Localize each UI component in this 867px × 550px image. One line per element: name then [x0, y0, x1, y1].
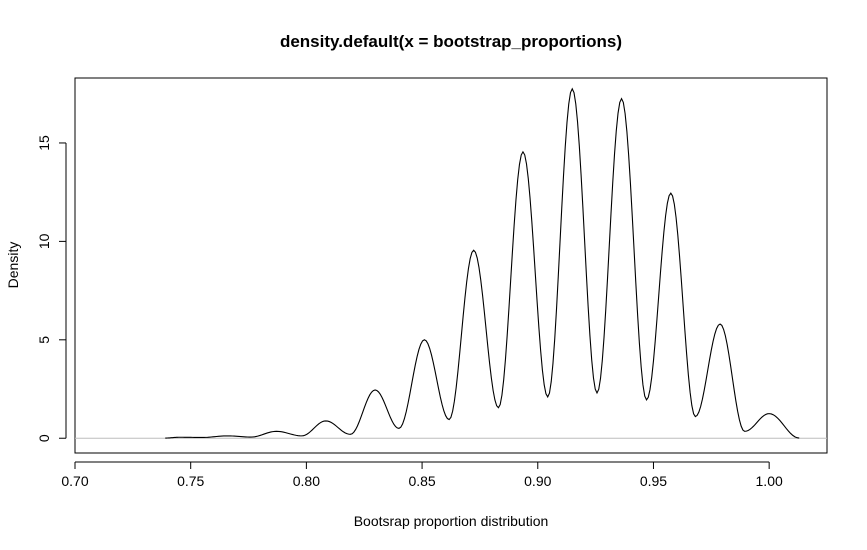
x-tick-label: 0.95 — [640, 473, 667, 489]
x-tick-label: 0.70 — [61, 473, 88, 489]
x-tick-label: 0.80 — [293, 473, 320, 489]
y-tick-label: 5 — [36, 336, 52, 344]
x-tick-label: 0.90 — [524, 473, 551, 489]
y-tick-label: 15 — [36, 135, 52, 151]
axes: 0.70 0.75 0.80 0.85 0.90 0.95 1.00 0 5 10 15 — [36, 135, 783, 489]
y-tick-label: 10 — [36, 233, 52, 249]
density-curve — [165, 87, 800, 439]
x-tick-label: 0.75 — [177, 473, 204, 489]
x-tick-label: 1.00 — [756, 473, 783, 489]
y-tick-label: 0 — [36, 434, 52, 442]
plot-frame — [74, 77, 828, 454]
x-axis-label: Bootsrap proportion distribution — [354, 513, 549, 529]
y-axis-label: Density — [5, 242, 21, 289]
x-tick-label: 0.85 — [408, 473, 435, 489]
chart-title: density.default(x = bootstrap_proportion… — [280, 32, 622, 51]
